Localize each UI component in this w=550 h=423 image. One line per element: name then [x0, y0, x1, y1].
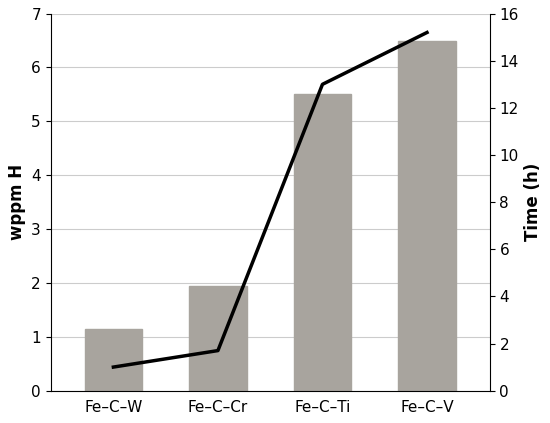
Bar: [294, 94, 351, 390]
Bar: [189, 286, 246, 390]
Bar: [85, 329, 142, 390]
Y-axis label: Time (h): Time (h): [524, 163, 542, 241]
Bar: [398, 41, 456, 390]
Y-axis label: wppm H: wppm H: [8, 164, 26, 240]
